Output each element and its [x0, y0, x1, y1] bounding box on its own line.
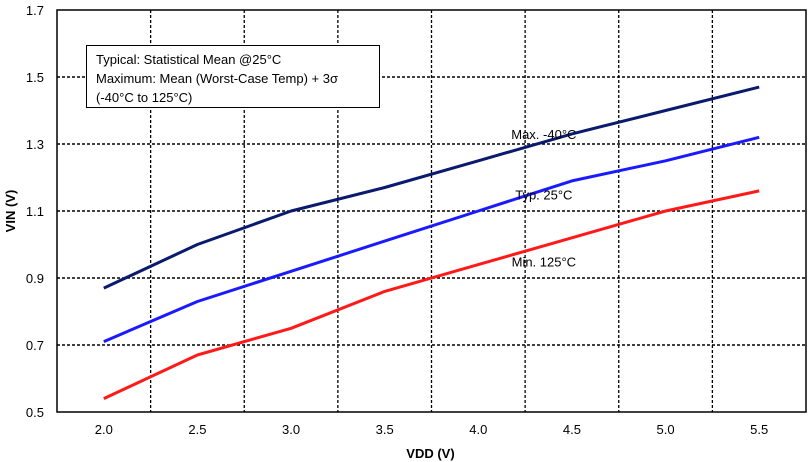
legend-line-typical: Typical: Statistical Mean @25°C	[96, 52, 282, 67]
x-tick-label: 3.5	[376, 422, 394, 437]
y-axis-label: VIN (V)	[3, 190, 18, 233]
series-label-2: Min. 125°C	[512, 254, 576, 269]
x-axis-label: VDD (V)	[406, 446, 454, 461]
y-tick-label: 1.3	[26, 137, 44, 152]
series-label-0: Max. -40°C	[511, 127, 576, 142]
x-tick-label: 2.5	[188, 422, 206, 437]
series-line-0	[103, 85, 760, 290]
series-label-1: Typ. 25°C	[515, 187, 572, 202]
y-tick-label: 1.7	[26, 3, 44, 18]
y-tick-label: 0.7	[26, 338, 44, 353]
y-tick-label: 1.5	[26, 70, 44, 85]
series-line-2	[103, 189, 760, 400]
x-tick-label: 4.0	[469, 422, 487, 437]
legend-line-range: (-40°C to 125°C)	[96, 90, 193, 105]
chart-legend-note: Typical: Statistical Mean @25°C Maximum:…	[86, 45, 380, 108]
y-tick-label: 0.5	[26, 405, 44, 420]
series-line-1	[103, 135, 760, 343]
y-tick-label: 0.9	[26, 271, 44, 286]
x-tick-label: 3.0	[282, 422, 300, 437]
legend-line-maximum: Maximum: Mean (Worst-Case Temp) + 3σ	[96, 71, 338, 86]
x-tick-label: 5.5	[750, 422, 768, 437]
x-tick-label: 4.5	[563, 422, 581, 437]
y-tick-label: 1.1	[26, 204, 44, 219]
x-tick-label: 2.0	[95, 422, 113, 437]
plot-frame	[56, 9, 807, 413]
x-tick-label: 5.0	[657, 422, 675, 437]
